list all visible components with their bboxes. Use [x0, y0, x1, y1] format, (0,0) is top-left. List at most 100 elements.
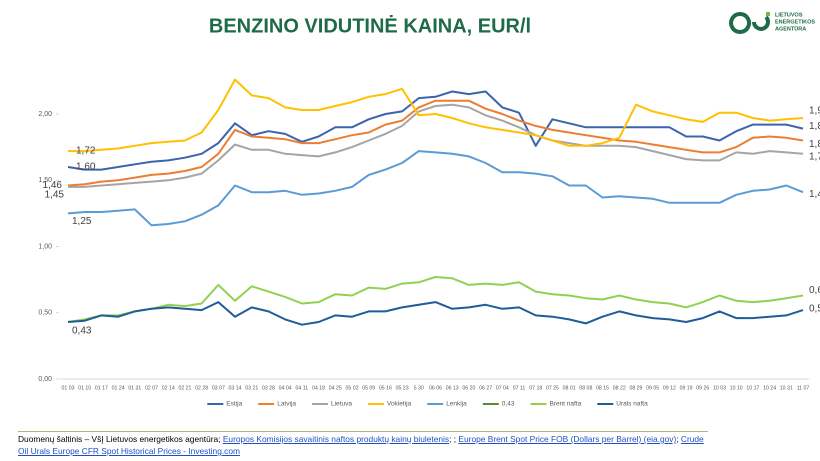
series-line [68, 103, 804, 188]
series-line [67, 150, 804, 227]
x-tick-label: 09 12 [663, 385, 676, 391]
x-tick-label: 10 31 [780, 385, 793, 391]
source-link[interactable]: Europe Brent Spot Price FOB (Dollars per… [458, 434, 677, 444]
legend-item: 0,43 [482, 401, 515, 408]
x-tick-label: 05 16 [379, 385, 392, 391]
x-tick-label: 02 14 [162, 385, 175, 391]
x-tick-label: 07 18 [529, 385, 542, 391]
x-tick-label: 08 29 [629, 385, 642, 391]
x-tick-label: 08 08 [579, 385, 592, 391]
x-tick-label: 08 15 [596, 385, 609, 391]
x-tick-label: 03 28 [262, 385, 275, 391]
x-tick-label: 5 30 [414, 385, 424, 391]
chart-title: BENZINO VIDUTINĖ KAINA, EUR/l [209, 14, 531, 37]
x-tick-label: 10 24 [763, 385, 776, 391]
x-tick-label: 05 09 [362, 385, 375, 391]
data-label: 0,43 [72, 326, 92, 337]
y-tick-label: 1,50 [38, 177, 52, 184]
legend-label: Lenkija [446, 401, 467, 408]
x-tick-label: 07 04 [496, 385, 509, 391]
footer: Duomenų šaltinis – VšĮ Lietuvos energeti… [18, 431, 708, 457]
x-tick-label: 02 21 [178, 385, 191, 391]
x-tick-label: 01 03 [62, 385, 75, 391]
x-tick-label: 01 17 [95, 385, 108, 391]
data-label: 1,97 [809, 106, 820, 117]
x-tick-label: 04 18 [312, 385, 325, 391]
source: Duomenų šaltinis – VšĮ Lietuvos energeti… [18, 434, 221, 444]
logo-icon [729, 12, 752, 34]
x-tick-label: 02 07 [145, 385, 158, 391]
x-tick-label: 09 19 [680, 385, 693, 391]
data-label: 1,72 [76, 146, 96, 157]
x-tick-label: 09 05 [646, 385, 659, 391]
x-tick-label: 01 10 [78, 385, 91, 391]
x-tick-label: 04 11 [296, 385, 309, 391]
x-tick-label: 06 13 [446, 385, 459, 391]
x-tick-label: 05 23 [396, 385, 409, 391]
logo-text: ENERGETIKOS [775, 19, 815, 25]
x-tick-label: 03 07 [212, 385, 225, 391]
data-label: 1,60 [76, 162, 96, 173]
x-tick-label: 03 14 [229, 385, 242, 391]
y-tick-label: 1,00 [38, 243, 52, 250]
logo-icon [752, 15, 770, 31]
legend-label: 0,43 [502, 401, 515, 408]
legend-label: Vokietija [387, 401, 412, 408]
legend-label: Latvija [277, 401, 296, 408]
x-tick-label: 01 24 [112, 385, 125, 391]
x-tick-label: 02 28 [195, 385, 208, 391]
x-tick-label: 08 01 [563, 385, 576, 391]
data-label: 0,52 [809, 304, 820, 315]
legend-item: Lietuva [312, 401, 352, 408]
logo-text: AGENTŪRA [775, 25, 806, 32]
data-label: 1,41 [809, 189, 820, 200]
x-tick-label: 04 25 [329, 385, 342, 391]
data-label: 1,46 [43, 180, 63, 191]
data-label: 0,63 [809, 285, 820, 296]
legend-label: Urals nafta [616, 401, 648, 408]
data-label: 1,70 [809, 151, 820, 162]
x-tick-label: 11 07 [797, 385, 810, 391]
y-tick-label: 0,50 [38, 310, 52, 317]
separator: ; [676, 434, 679, 444]
legend-item: Urals nafta [597, 401, 648, 408]
source-link[interactable]: Crude Oil Urals Europe CFR Spot Historic… [18, 434, 704, 456]
data-label: 1,25 [72, 216, 92, 227]
legend-label: Estija [226, 401, 242, 408]
legend-item: Latvija [258, 401, 296, 408]
x-tick-label: 08 22 [613, 385, 626, 391]
x-tick-label: 07 25 [546, 385, 559, 391]
data-label: 1,89 [809, 121, 820, 132]
legend-item: Brent nafta [530, 401, 582, 408]
x-tick-label: 09 26 [696, 385, 709, 391]
legend-item: Lenkija [427, 401, 467, 408]
x-tick-label: 01 31 [128, 385, 141, 391]
x-tick-label: 03 21 [245, 385, 258, 391]
logo: LIETUVOS ENERGETIKOS AGENTŪRA [729, 12, 815, 34]
x-tick-label: 04 04 [279, 385, 292, 391]
logo-dot [766, 12, 770, 16]
x-tick-label: 06 06 [429, 385, 442, 391]
series-line [67, 90, 804, 171]
x-tick-label: 05 02 [345, 385, 358, 391]
series-line [68, 78, 804, 153]
series-line [67, 99, 804, 187]
x-tick-label: 10 10 [730, 385, 743, 391]
separator: ; ; [449, 434, 457, 444]
x-tick-label: 10 03 [713, 385, 726, 391]
legend-item: Estija [207, 401, 243, 408]
series-line [67, 276, 804, 323]
y-tick-label: 0,00 [38, 376, 52, 383]
legend-item: Vokietija [367, 401, 412, 408]
data-label: 1,80 [809, 139, 820, 150]
x-tick-label: 06 27 [479, 385, 492, 391]
source-link[interactable]: Europos Komisijos savaitinis naftos prod… [222, 434, 450, 444]
y-tick-label: 2,00 [38, 111, 52, 118]
series-line [67, 301, 804, 326]
legend-label: Brent nafta [549, 401, 581, 408]
legend-label: Lietuva [331, 401, 352, 408]
x-tick-label: 07 11 [513, 385, 526, 391]
chart: BENZINO VIDUTINĖ KAINA, EUR/l LIETUVOS E… [38, 12, 820, 408]
